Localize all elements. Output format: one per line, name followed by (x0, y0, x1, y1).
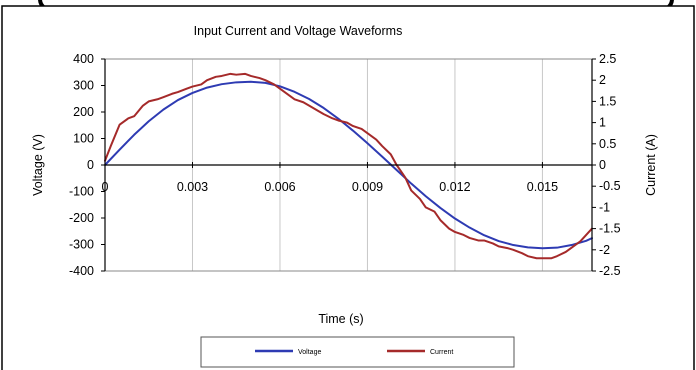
chart-title: Input Current and Voltage Waveforms (194, 24, 403, 38)
tick-label-layer: 0 0.003 0.006 0.009 0.012 0.0154003002001000-… (69, 52, 621, 278)
y-tick-label: 300 (73, 79, 94, 93)
legend-label-voltage: Voltage (298, 349, 321, 356)
x-tick-label: 0 (102, 180, 109, 194)
y-axis-label: Voltage (V) (31, 134, 45, 196)
y-tick-label: -300 (69, 238, 94, 252)
series-line-current (104, 72, 593, 260)
series-line-voltage (104, 80, 593, 250)
series-layer (104, 72, 593, 260)
y-tick-label: 100 (73, 132, 94, 146)
legend: Voltage Current (200, 336, 515, 368)
y2-tick-label: 2 (599, 73, 606, 87)
y2-tick-label: 1.5 (599, 94, 616, 108)
x-tick-label: 0.006 (264, 180, 295, 194)
chart-area-border (1, 5, 695, 370)
y-tick-label: -100 (69, 185, 94, 199)
y2-tick-label: -0.5 (599, 179, 621, 193)
x-tick-label: 0.003 (177, 180, 208, 194)
x-axis-label: Time (s) (318, 312, 363, 326)
y2-tick-label: 0.5 (599, 137, 616, 151)
y-tick-label: 400 (73, 52, 94, 66)
y-tick-label: 200 (73, 105, 94, 119)
legend-label-current: Current (430, 349, 453, 356)
y2-tick-label: -1.5 (599, 222, 621, 236)
y-tick-label: -400 (69, 264, 94, 278)
y2-tick-label: -2.5 (599, 264, 621, 278)
y-tick-label: -200 (69, 211, 94, 225)
y2-tick-label: 1 (599, 116, 606, 130)
legend-box (200, 336, 515, 368)
x-tick-label: 0.015 (527, 180, 558, 194)
y-tick-label: 0 (87, 158, 94, 172)
y2-tick-label: -2 (599, 243, 610, 257)
y2-tick-label: -1 (599, 200, 610, 214)
x-tick-label: 0.009 (352, 180, 383, 194)
y2-tick-label: 0 (599, 158, 606, 172)
y2-tick-label: 2.5 (599, 52, 616, 66)
x-tick-label: 0.012 (439, 180, 470, 194)
y2-axis-label: Current (A) (644, 134, 658, 196)
